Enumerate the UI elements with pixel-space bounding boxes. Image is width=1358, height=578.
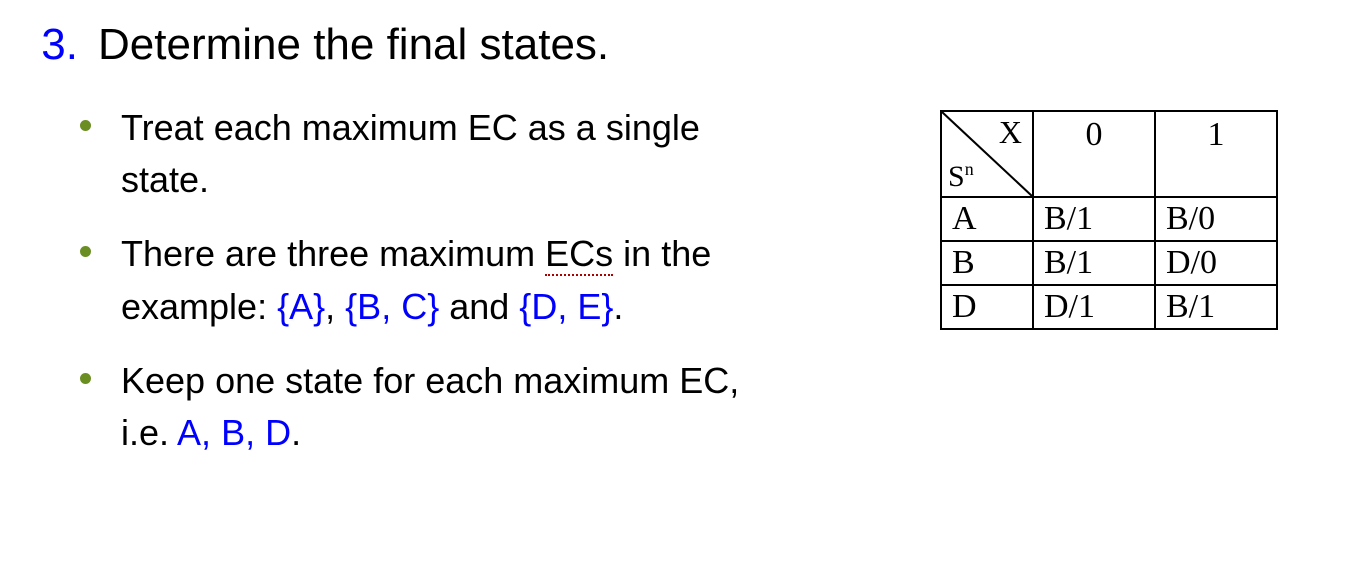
bullet-item-3: Keep one state for each maximum EC, i.e.… xyxy=(80,355,760,459)
corner-s-sup: n xyxy=(965,159,974,179)
row-c0: B/1 xyxy=(1033,241,1155,285)
table-row: B B/1 D/0 xyxy=(941,241,1277,285)
bullet-text-3: Keep one state for each maximum EC, i.e.… xyxy=(121,355,760,459)
bullet-item-2: There are three maximum ECs in the examp… xyxy=(80,228,760,332)
slide: 3. Determine the final states. Treat eac… xyxy=(0,0,1358,578)
row-c0: D/1 xyxy=(1033,285,1155,329)
bullet-2-pre: There are three maximum xyxy=(121,233,545,274)
bullet-3-states: A, B, D xyxy=(177,412,291,453)
bullet-2-sep2: and xyxy=(439,286,519,327)
table-corner-cell: X Sn xyxy=(941,111,1033,197)
bullet-dot-icon xyxy=(80,373,91,384)
bullet-list: Treat each maximum EC as a single state.… xyxy=(80,80,760,459)
row-state: B xyxy=(941,241,1033,285)
heading-text: Determine the final states. xyxy=(98,20,609,70)
bullet-dot-icon xyxy=(80,120,91,131)
corner-s-label: Sn xyxy=(948,159,974,194)
col-header-0: 0 xyxy=(1033,111,1155,197)
table-header-row: X Sn 0 1 xyxy=(941,111,1277,197)
bullet-2-sep1: , xyxy=(325,286,345,327)
bullet-2-post: . xyxy=(613,286,623,327)
row-c1: B/0 xyxy=(1155,197,1277,241)
table-row: A B/1 B/0 xyxy=(941,197,1277,241)
row-state: D xyxy=(941,285,1033,329)
bullet-dot-icon xyxy=(80,246,91,257)
heading: 3. Determine the final states. xyxy=(26,20,1318,70)
bullet-3-post: . xyxy=(291,412,301,453)
content-row: Treat each maximum EC as a single state.… xyxy=(20,80,1318,459)
bullet-item-1: Treat each maximum EC as a single state. xyxy=(80,102,760,206)
state-table: X Sn 0 1 A B/1 B/0 B B/1 D/0 D xyxy=(940,110,1278,330)
heading-number: 3. xyxy=(26,20,78,70)
col-header-1: 1 xyxy=(1155,111,1277,197)
row-c0: B/1 xyxy=(1033,197,1155,241)
corner-x-label: X xyxy=(999,114,1022,151)
bullet-2-ecs: ECs xyxy=(545,233,613,276)
bullet-2-set-a: {A} xyxy=(277,286,325,327)
table-row: D D/1 B/1 xyxy=(941,285,1277,329)
corner-s-base: S xyxy=(948,160,965,193)
state-table-container: X Sn 0 1 A B/1 B/0 B B/1 D/0 D xyxy=(940,110,1278,330)
row-c1: D/0 xyxy=(1155,241,1277,285)
bullet-2-set-bc: {B, C} xyxy=(345,286,439,327)
row-state: A xyxy=(941,197,1033,241)
bullet-text-1: Treat each maximum EC as a single state. xyxy=(121,102,760,206)
row-c1: B/1 xyxy=(1155,285,1277,329)
bullet-text-2: There are three maximum ECs in the examp… xyxy=(121,228,760,332)
bullet-2-set-de: {D, E} xyxy=(519,286,613,327)
bullet-1-text: Treat each maximum EC as a single state. xyxy=(121,107,700,200)
